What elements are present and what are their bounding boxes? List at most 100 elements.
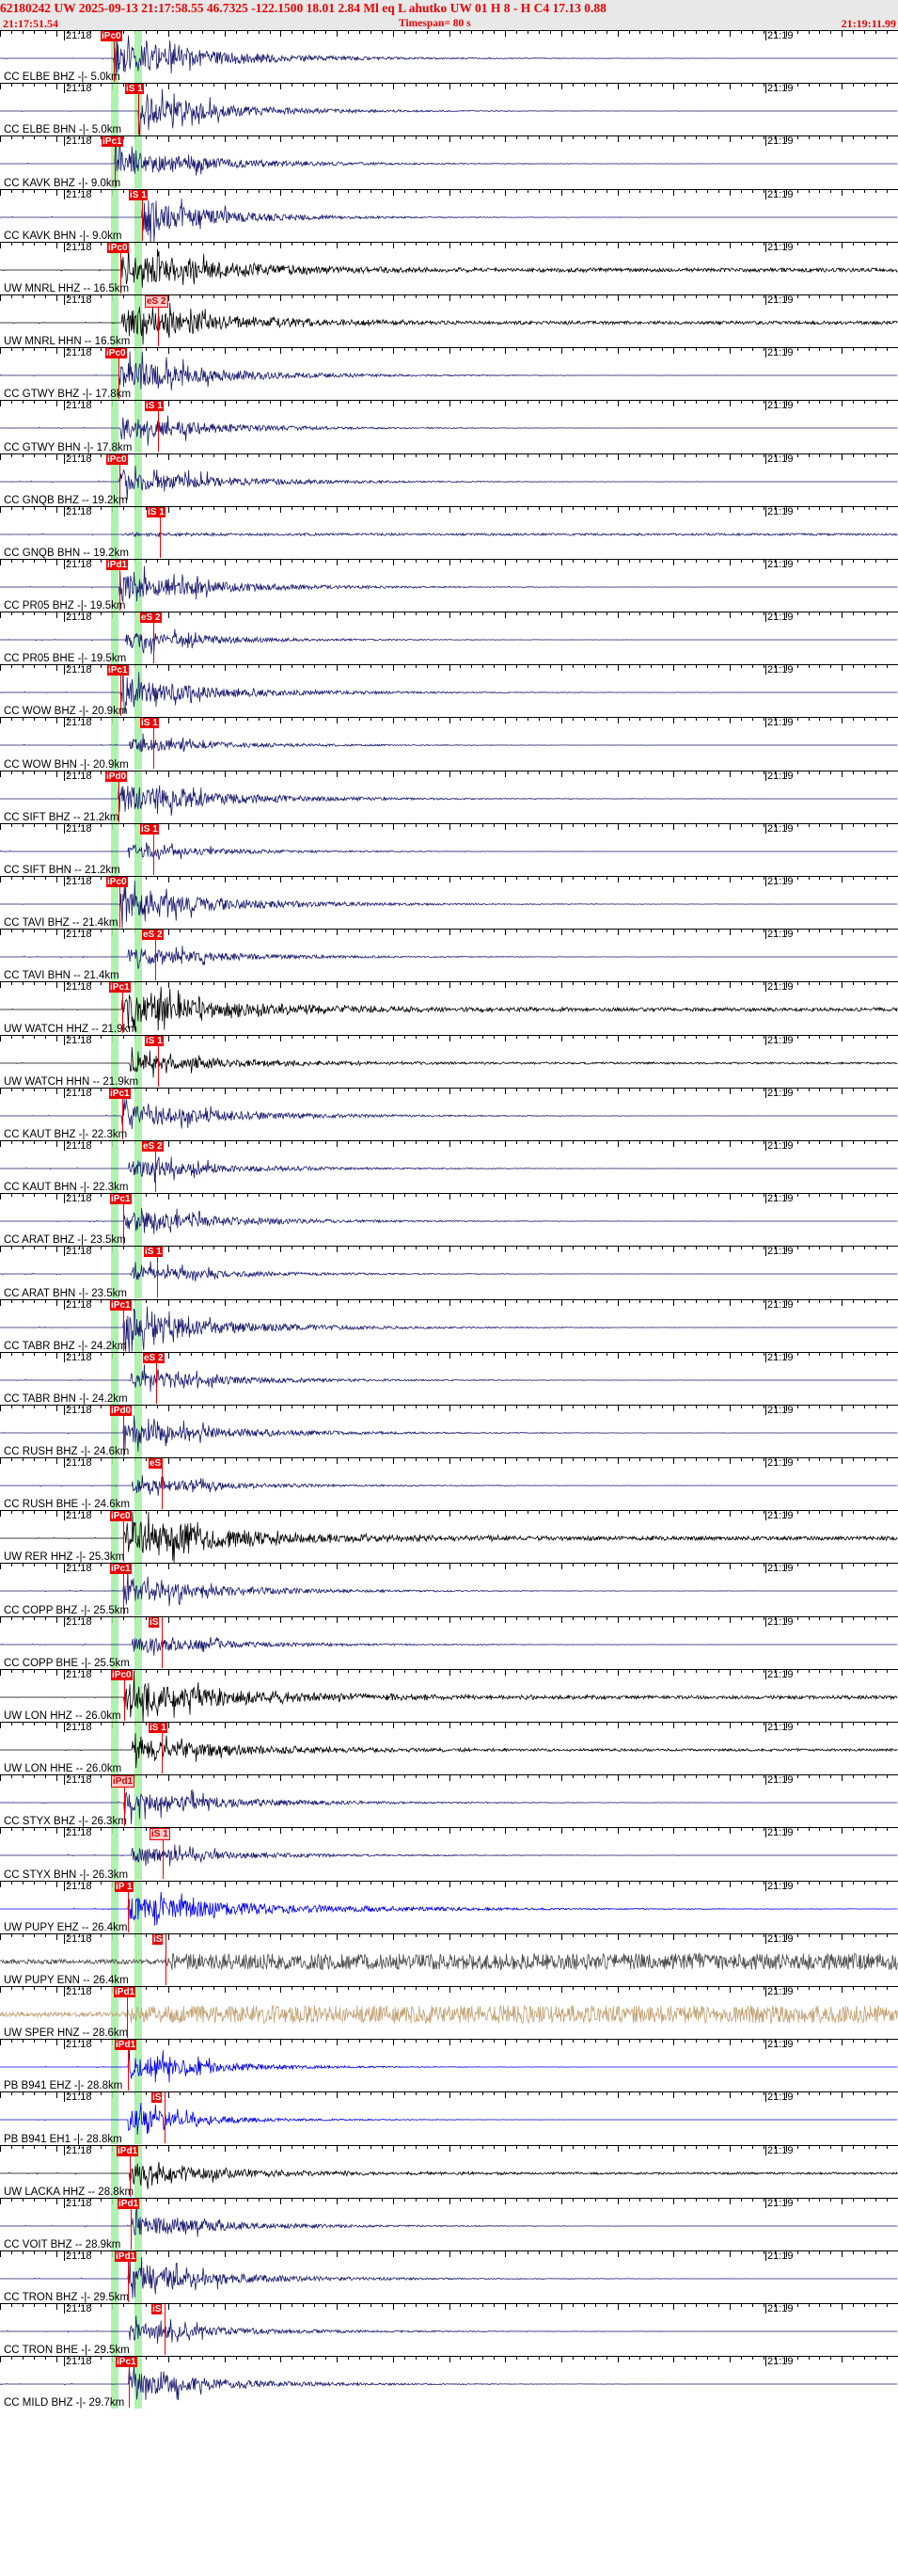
phase-pick-label[interactable]: iS 1 <box>140 823 159 835</box>
phase-pick-line[interactable] <box>120 665 121 717</box>
waveform-trace[interactable] <box>0 1563 898 1615</box>
waveform-trace[interactable] <box>0 135 898 188</box>
phase-pick-label[interactable]: iPc1 <box>102 136 123 148</box>
phase-pick-label[interactable]: iPc0 <box>106 877 128 887</box>
phase-pick-line[interactable] <box>128 2250 129 2302</box>
trace-row[interactable]: 21:18 21:19 iS CC COPP BHE -|- 25.5km <box>0 1615 898 1669</box>
phase-pick-label[interactable]: eS 2 <box>145 294 168 308</box>
phase-pick-label[interactable]: iS 1 <box>150 1828 170 1841</box>
phase-pick-line[interactable] <box>119 877 120 928</box>
trace-row[interactable]: 21:18 21:19 iPd1 PB B941 EHZ -|- 28.8km <box>0 2039 898 2092</box>
waveform-trace[interactable] <box>0 1088 898 1140</box>
waveform-trace[interactable] <box>0 981 898 1034</box>
waveform-trace[interactable] <box>0 1986 898 2039</box>
phase-pick-label[interactable]: iPc0 <box>107 242 129 253</box>
phase-pick-label[interactable]: iS 1 <box>149 1723 167 1733</box>
phase-pick-label[interactable]: iS <box>152 1933 164 1945</box>
phase-pick-line[interactable] <box>153 612 154 664</box>
phase-pick-label[interactable]: iPc1 <box>110 1194 132 1205</box>
phase-pick-label[interactable]: iPc1 <box>116 2357 137 2368</box>
phase-pick-line[interactable] <box>123 1299 124 1351</box>
phase-pick-label[interactable]: iPc1 <box>107 665 129 676</box>
phase-pick-label[interactable]: iPd1 <box>114 1986 136 1997</box>
waveform-trace[interactable] <box>0 30 898 83</box>
phase-pick-line[interactable] <box>156 1352 157 1404</box>
trace-row[interactable]: 21:18 21:19 iPc0 CC GTWY BHZ -|- 17.8km <box>0 347 898 401</box>
trace-row[interactable]: 21:18 21:19 iS 1 CC GNQB BHN -- 19.2km <box>0 505 898 559</box>
waveform-trace[interactable] <box>0 876 898 929</box>
waveform-trace[interactable] <box>0 1881 898 1933</box>
phase-pick-line[interactable] <box>119 453 120 505</box>
waveform-trace[interactable] <box>0 771 898 823</box>
waveform-trace[interactable] <box>0 83 898 136</box>
trace-row[interactable]: 21:18 21:19 iS 1 CC KAVK BHN -|- 9.0km <box>0 188 898 242</box>
trace-row[interactable]: 21:18 21:19 iPc0 CC GNQB BHZ -- 19.2km <box>0 453 898 506</box>
waveform-trace[interactable] <box>0 559 898 612</box>
phase-pick-line[interactable] <box>130 2145 131 2197</box>
waveform-trace[interactable] <box>0 717 898 770</box>
trace-row[interactable]: 21:18 21:19 iPd1 CC PR05 BHZ -|- 19.5km <box>0 558 898 612</box>
phase-pick-label[interactable]: iPc0 <box>105 348 127 359</box>
trace-row[interactable]: 21:18 21:19 iS 1 CC ELBE BHN -|- 5.0km <box>0 83 898 136</box>
phase-pick-line[interactable] <box>123 1194 124 1246</box>
waveform-trace[interactable] <box>0 1405 898 1457</box>
phase-pick-label[interactable]: eS <box>149 1458 163 1470</box>
phase-pick-line[interactable] <box>162 1616 163 1668</box>
phase-pick-line[interactable] <box>142 189 143 241</box>
phase-pick-label[interactable]: iS 1 <box>144 1247 163 1258</box>
trace-row[interactable]: 21:18 21:19 iPd1 UW LACKA HHZ -- 28.8km <box>0 2144 898 2198</box>
waveform-trace[interactable] <box>0 612 898 664</box>
phase-pick-line[interactable] <box>115 136 116 188</box>
waveform-trace[interactable] <box>0 242 898 294</box>
waveform-trace[interactable] <box>0 664 898 717</box>
trace-row[interactable]: 21:18 21:19 eS 2 CC PR05 BHE -|- 19.5km <box>0 612 898 665</box>
phase-pick-label[interactable]: eS 2 <box>142 930 164 941</box>
trace-row[interactable]: 21:18 21:19 iPc0 CC ELBE BHZ -|- 5.0km <box>0 30 898 84</box>
trace-row[interactable]: 21:18 21:19 eS 2 CC KAUT BHN -|- 22.3km <box>0 1139 898 1194</box>
phase-pick-line[interactable] <box>128 1881 129 1932</box>
phase-pick-label[interactable]: iS 1 <box>145 401 164 412</box>
trace-row[interactable]: 21:18 21:19 iPc1 CC KAVK BHZ -|- 9.0km <box>0 135 898 189</box>
phase-pick-line[interactable] <box>124 1775 125 1827</box>
trace-row[interactable]: 21:18 21:19 iS 1 UW WATCH HHN -- 21.9km <box>0 1034 898 1088</box>
waveform-trace[interactable] <box>0 1722 898 1774</box>
waveform-trace[interactable] <box>0 929 898 981</box>
trace-row[interactable]: 21:18 21:19 iPc0 UW RER HHZ -|- 25.3km <box>0 1510 898 1564</box>
waveform-trace[interactable] <box>0 453 898 506</box>
phase-pick-line[interactable] <box>120 242 121 294</box>
phase-pick-line[interactable] <box>129 2357 130 2409</box>
phase-pick-label[interactable]: iPc1 <box>110 1564 132 1575</box>
phase-pick-label[interactable]: eS 2 <box>143 1352 165 1363</box>
waveform-trace[interactable] <box>0 823 898 876</box>
waveform-trace[interactable] <box>0 347 898 400</box>
phase-pick-line[interactable] <box>127 1986 128 2038</box>
trace-row[interactable]: 21:18 21:19 iS 1 CC STYX BHN -|- 26.3km <box>0 1827 898 1881</box>
waveform-trace[interactable] <box>0 1457 898 1510</box>
phase-pick-label[interactable]: iPd1 <box>111 1775 135 1789</box>
trace-row[interactable]: 21:18 21:19 iPd0 CC SIFT BHZ -- 21.2km <box>0 770 898 823</box>
phase-pick-label[interactable]: iS <box>151 2304 163 2315</box>
waveform-trace[interactable] <box>0 189 898 242</box>
phase-pick-line[interactable] <box>131 2198 132 2250</box>
phase-pick-line[interactable] <box>123 1511 124 1563</box>
phase-pick-label[interactable]: eS 2 <box>142 1140 164 1152</box>
phase-pick-label[interactable]: eS 2 <box>140 612 162 624</box>
phase-pick-label[interactable]: iS <box>149 1616 160 1628</box>
trace-row[interactable]: 21:18 21:19 iS CC TRON BHE -|- 29.5km <box>0 2303 898 2357</box>
waveform-trace[interactable] <box>0 2356 898 2409</box>
phase-pick-line[interactable] <box>155 1140 156 1192</box>
trace-row[interactable]: 21:18 21:19 iPd1 UW SPER HNZ -- 28.6km <box>0 1985 898 2040</box>
trace-row[interactable]: 21:18 21:19 eS 2 CC TABR BHN -|- 24.2km <box>0 1351 898 1405</box>
waveform-trace[interactable] <box>0 2091 898 2144</box>
waveform-trace[interactable] <box>0 1352 898 1405</box>
trace-row[interactable]: 21:18 21:19 iPc1 CC WOW BHZ -|- 20.9km <box>0 664 898 718</box>
phase-pick-line[interactable] <box>162 1458 163 1510</box>
waveform-trace[interactable] <box>0 1299 898 1352</box>
phase-pick-label[interactable]: iPd1 <box>118 2198 140 2209</box>
waveform-trace[interactable] <box>0 1510 898 1564</box>
phase-pick-label[interactable]: iPd1 <box>117 2145 139 2156</box>
phase-pick-line[interactable] <box>118 771 119 822</box>
phase-pick-label[interactable]: iPc1 <box>109 982 131 994</box>
trace-row[interactable]: 21:18 21:19 iS 1 UW LON HHE -- 26.0km <box>0 1722 898 1775</box>
waveform-trace[interactable] <box>0 2039 898 2091</box>
